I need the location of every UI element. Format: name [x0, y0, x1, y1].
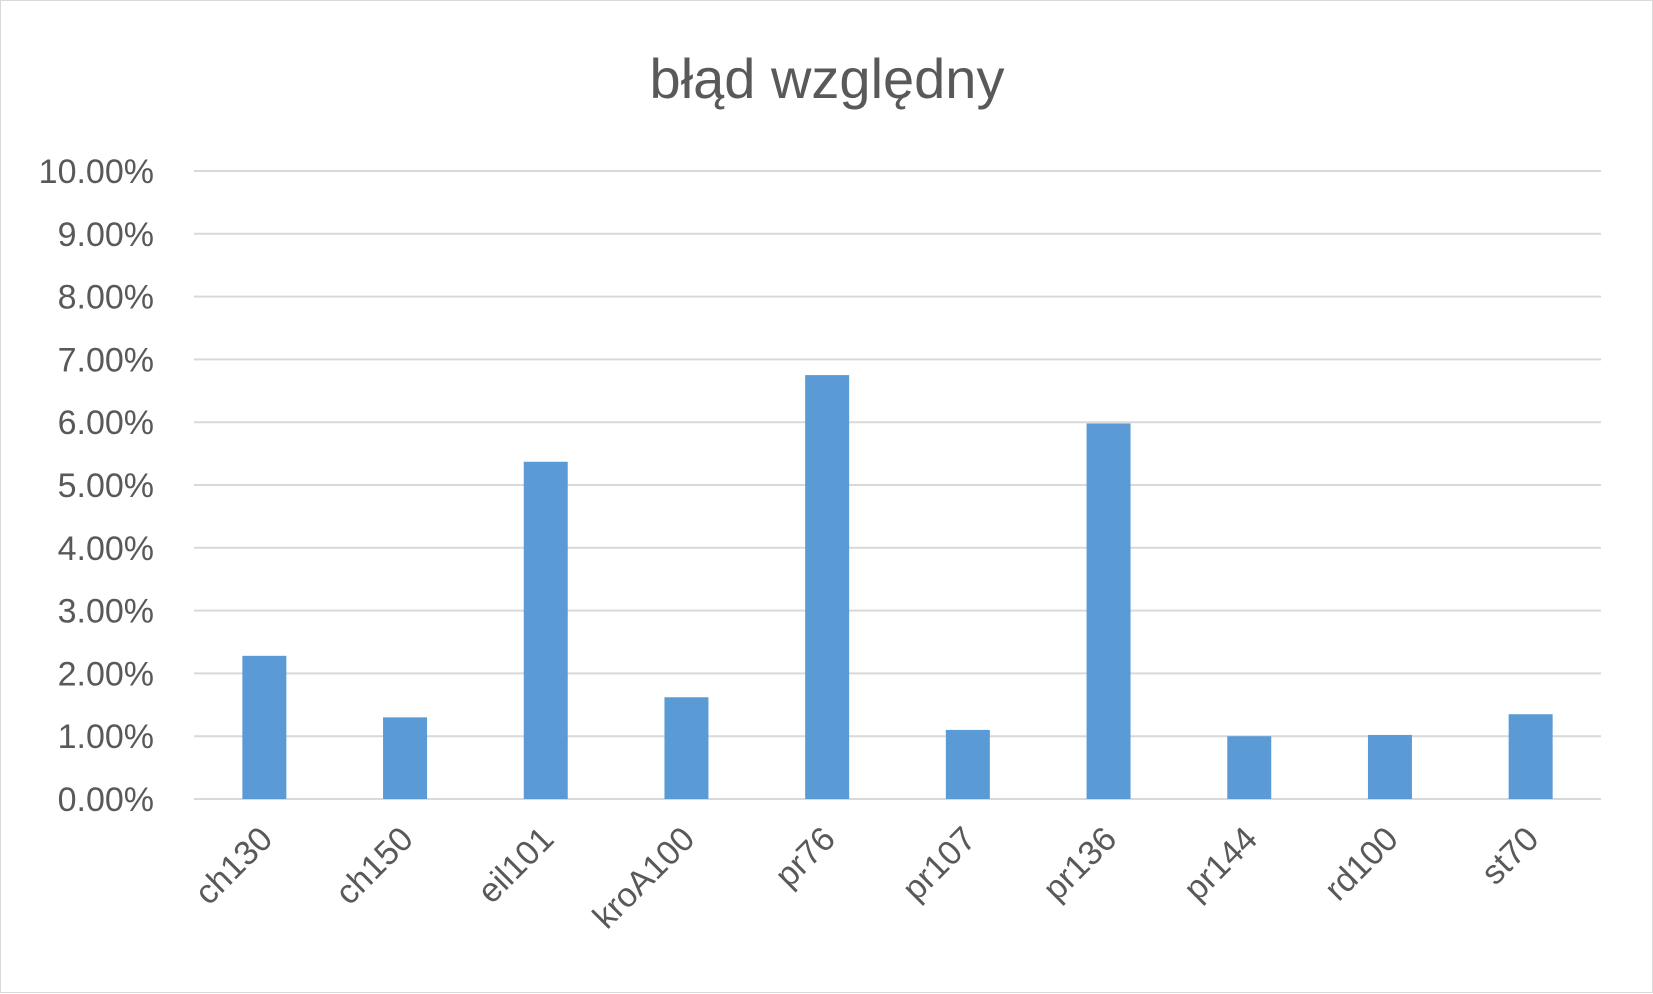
y-tick-label: 6.00% — [58, 404, 154, 442]
bar-ch150 — [383, 717, 428, 799]
bar-pr144 — [1227, 736, 1272, 799]
y-tick-label: 5.00% — [58, 467, 154, 505]
bar-pr76 — [805, 375, 850, 799]
x-tick-label-eil101: eil101 — [470, 820, 561, 911]
x-tick-label-kroA100: kroA100 — [586, 820, 702, 936]
y-tick-label: 1.00% — [58, 718, 154, 756]
bars — [242, 375, 1553, 799]
bar-kroA100 — [664, 697, 709, 799]
y-tick-label: 8.00% — [58, 279, 154, 317]
x-tick-label-pr76: pr76 — [768, 820, 843, 895]
x-tick-label-st70: st70 — [1474, 820, 1546, 892]
bar-eil101 — [523, 461, 568, 799]
bar-pr136 — [1086, 423, 1131, 799]
bar-rd100 — [1367, 734, 1412, 799]
gridlines — [194, 170, 1601, 800]
x-axis-tick-labels: ch130 ch150 eil101 kroA100 pr76 pr107 pr136 pr1… — [188, 820, 1547, 936]
x-tick-label-pr136: pr136 — [1036, 820, 1124, 908]
x-tick-label-pr144: pr144 — [1177, 820, 1265, 908]
bar-ch130 — [242, 655, 287, 799]
y-tick-label: 3.00% — [58, 593, 154, 631]
y-tick-label: 9.00% — [58, 216, 154, 254]
y-axis-tick-labels: 0.00% 1.00% 2.00% 3.00% 4.00% 5.00% 6.00% 7.00%… — [39, 153, 154, 819]
y-tick-label: 7.00% — [58, 341, 154, 379]
x-tick-label-ch150: ch150 — [328, 820, 420, 912]
bar-st70 — [1508, 714, 1553, 799]
y-tick-label: 2.00% — [58, 655, 154, 693]
x-tick-label-pr107: pr107 — [895, 820, 983, 908]
y-tick-label: 10.00% — [39, 153, 154, 191]
y-tick-label: 0.00% — [58, 781, 154, 819]
x-tick-label-rd100: rd100 — [1317, 820, 1405, 908]
chart-title: błąd względny — [650, 47, 1005, 110]
bar-pr107 — [945, 729, 990, 799]
y-tick-label: 4.00% — [58, 530, 154, 568]
x-tick-label-ch130: ch130 — [188, 820, 280, 912]
